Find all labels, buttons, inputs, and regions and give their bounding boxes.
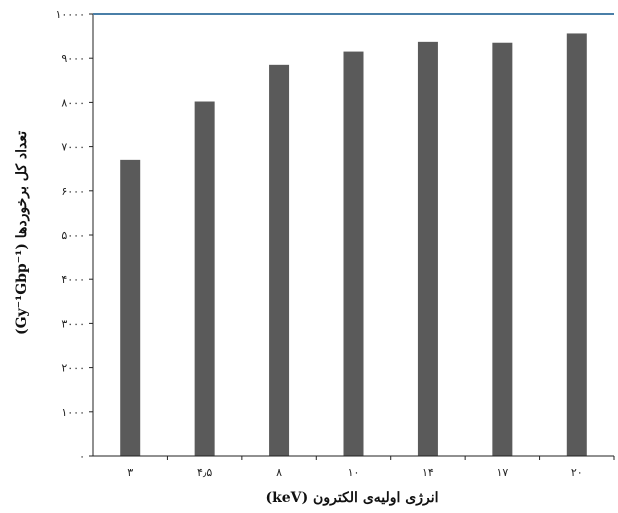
y-tick-label: ۳۰۰۰ — [61, 317, 85, 330]
y-tick-label: ۶۰۰۰ — [61, 185, 85, 198]
bar — [194, 101, 215, 457]
bar — [417, 41, 438, 456]
y-tick-label: ۱۰۰۰۰ — [55, 8, 85, 21]
x-tick-label: ۸ — [276, 466, 282, 479]
y-tick-label: ۲۰۰۰ — [61, 362, 85, 375]
y-tick-label: ۸۰۰۰ — [61, 96, 85, 109]
bar — [343, 51, 364, 456]
y-axis-label: تعداد کل برخوردها (Gy⁻¹Gbp⁻¹) — [14, 131, 30, 335]
x-tick-label: ۱۴ — [422, 466, 434, 479]
y-axis-ticks: ۰ ۱۰۰۰ ۲۰۰۰ ۳۰۰۰ ۴۰۰۰ ۵۰۰۰ ۶۰۰۰ ۷۰۰۰ ۸۰۰۰ ۹۰۰۰ ۱۰۰… — [55, 8, 93, 463]
y-tick-label: ۹۰۰۰ — [61, 52, 85, 65]
x-tick-label: ۲۰ — [571, 466, 583, 479]
y-tick-label: ۱۰۰۰ — [61, 406, 85, 419]
y-tick-label: ۷۰۰۰ — [61, 141, 85, 154]
y-tick-label: ۴۰۰۰ — [61, 273, 85, 286]
bar — [566, 33, 587, 457]
bar — [269, 64, 290, 456]
x-axis-ticks: ۳ ۴٫۵ ۸ ۱۰ ۱۴ ۱۷ ۲۰ — [127, 456, 615, 479]
y-tick-label: ۵۰۰۰ — [61, 229, 85, 242]
y-tick-label: ۰ — [79, 450, 85, 463]
x-tick-label: ۱۷ — [496, 466, 508, 479]
bar — [492, 42, 513, 456]
x-axis-label: انرژی اولیه‌ی الکترون (keV) — [265, 490, 438, 506]
x-tick-label: ۱۰ — [348, 466, 360, 479]
x-tick-label: ۳ — [127, 466, 133, 479]
bars-group — [120, 33, 587, 457]
bar — [120, 159, 141, 457]
x-tick-label: ۴٫۵ — [197, 466, 212, 479]
